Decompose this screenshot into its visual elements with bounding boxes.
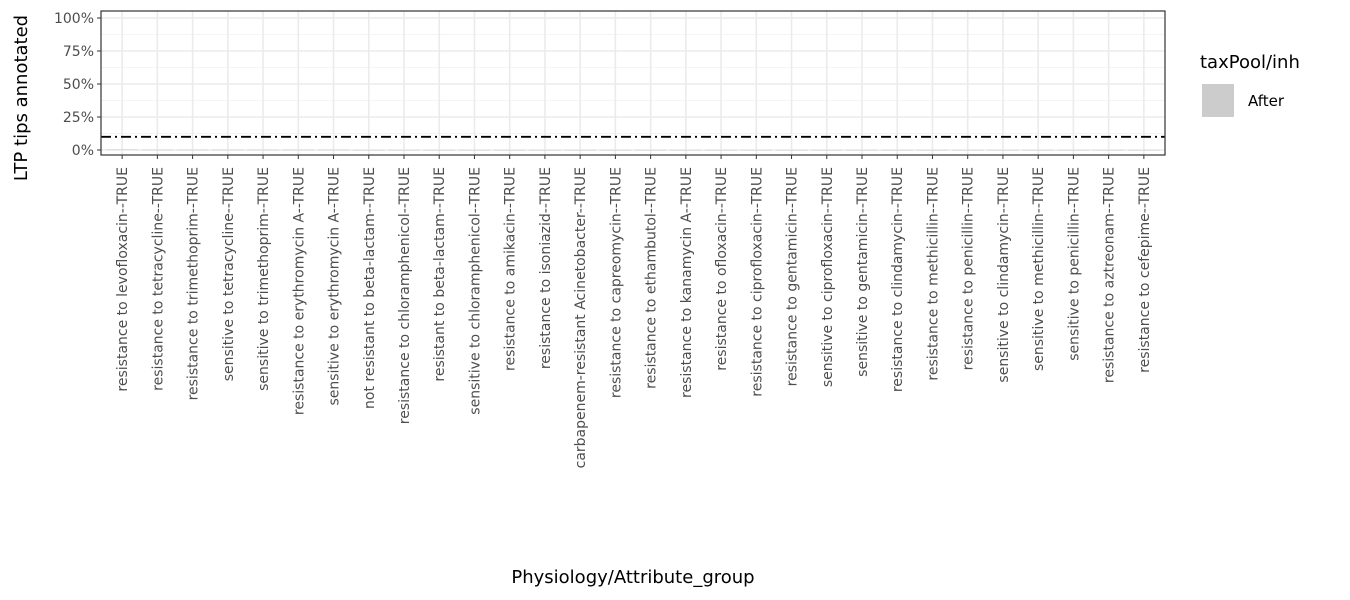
x-tick-label: resistance to capreomycin--TRUE bbox=[608, 167, 624, 398]
bar bbox=[916, 149, 949, 151]
bar bbox=[810, 149, 843, 151]
x-tick-label: resistance to chloramphenicol--TRUE bbox=[397, 167, 413, 424]
bar bbox=[951, 149, 984, 151]
x-tick-label: not resistant to beta-lactam--TRUE bbox=[362, 167, 378, 409]
legend-title: taxPool/inh bbox=[1200, 52, 1300, 73]
y-tick-label: 75% bbox=[63, 44, 94, 60]
legend: taxPool/inh After bbox=[1200, 52, 1300, 117]
bar bbox=[458, 149, 491, 151]
major-gridlines bbox=[101, 11, 1165, 155]
bar bbox=[1057, 149, 1090, 151]
bar bbox=[881, 149, 914, 151]
y-tick-label: 25% bbox=[63, 110, 94, 126]
x-tick-label: sensitive to trimethoprim--TRUE bbox=[256, 167, 272, 391]
panel-background bbox=[101, 11, 1165, 155]
y-tick-label: 50% bbox=[63, 77, 94, 93]
bar bbox=[247, 149, 279, 151]
x-tick-label: resistance to cefepime--TRUE bbox=[1137, 167, 1153, 373]
x-tick-label: resistance to isoniazid--TRUE bbox=[538, 167, 554, 369]
bar bbox=[176, 149, 209, 151]
y-axis: 0% 25% 50% 75% 100% bbox=[54, 11, 101, 159]
bar bbox=[775, 149, 808, 151]
x-tick-label: resistance to ethambutol--TRUE bbox=[644, 167, 660, 389]
x-tick-label: resistance to methicillin--TRUE bbox=[925, 167, 941, 381]
bar bbox=[493, 149, 526, 151]
x-tick-label: sensitive to ciprofloxacin--TRUE bbox=[820, 167, 836, 387]
x-tick-label: resistance to penicillin--TRUE bbox=[961, 167, 977, 370]
x-tick-label: sensitive to methicillin--TRUE bbox=[1031, 167, 1047, 371]
bar bbox=[1128, 149, 1160, 151]
x-tick-label: resistance to clindamycin--TRUE bbox=[890, 167, 906, 392]
x-tick-label: resistance to erythromycin A--TRUE bbox=[291, 167, 307, 415]
legend-label-after: After bbox=[1248, 92, 1285, 110]
bar-series-after bbox=[106, 149, 1160, 151]
x-tick-label: resistance to trimethoprim--TRUE bbox=[186, 167, 202, 400]
legend-key-after bbox=[1202, 84, 1234, 117]
x-tick-label: resistance to ciprofloxacin--TRUE bbox=[749, 167, 765, 397]
bar bbox=[106, 149, 138, 151]
bar bbox=[141, 149, 174, 151]
bar bbox=[317, 149, 350, 151]
y-tick-label: 100% bbox=[54, 11, 94, 27]
x-tick-label: resistance to kanamycin A--TRUE bbox=[679, 167, 695, 398]
bar bbox=[211, 149, 244, 151]
bar bbox=[740, 149, 773, 151]
x-axis-title: Physiology/Attribute_group bbox=[511, 567, 754, 588]
x-axis: resistance to levofloxacin--TRUE resistan… bbox=[115, 155, 1153, 468]
x-tick-label: sensitive to tetracycline--TRUE bbox=[221, 167, 237, 381]
bar bbox=[282, 149, 315, 151]
bar bbox=[352, 149, 385, 151]
bar bbox=[634, 149, 667, 151]
bar bbox=[564, 149, 597, 151]
bar bbox=[1022, 149, 1055, 151]
bar bbox=[705, 149, 737, 151]
bar bbox=[1092, 149, 1125, 151]
bar bbox=[987, 149, 1019, 151]
bar bbox=[599, 149, 632, 151]
x-tick-label: sensitive to chloramphenicol--TRUE bbox=[467, 167, 483, 415]
y-tick-label: 0% bbox=[72, 143, 94, 159]
x-tick-label: resistance to tetracycline--TRUE bbox=[150, 167, 166, 391]
x-tick-label: resistance to levofloxacin--TRUE bbox=[115, 167, 131, 392]
bar bbox=[669, 149, 702, 151]
panel-border bbox=[100, 10, 1166, 156]
x-tick-label: resistance to ofloxacin--TRUE bbox=[714, 167, 730, 371]
x-tick-label: sensitive to clindamycin--TRUE bbox=[996, 167, 1012, 383]
x-tick-label: resistance to aztreonam--TRUE bbox=[1102, 167, 1118, 383]
x-tick-label: sensitive to penicillin--TRUE bbox=[1066, 167, 1082, 361]
x-tick-label: carbapenem-resistant Acinetobacter--TRUE bbox=[573, 167, 589, 468]
y-axis-title: LTP tips annotated bbox=[11, 15, 32, 181]
x-tick-label: sensitive to erythromycin A--TRUE bbox=[327, 167, 343, 406]
bar bbox=[846, 149, 878, 151]
x-tick-label: resistance to amikacin--TRUE bbox=[503, 167, 519, 371]
bar bbox=[423, 149, 456, 151]
bar bbox=[529, 149, 561, 151]
minor-gridlines bbox=[101, 34, 1165, 134]
x-tick-label: resistant to beta-lactam--TRUE bbox=[432, 167, 448, 382]
bar bbox=[388, 149, 420, 151]
x-tick-label: sensitive to gentamicin--TRUE bbox=[855, 167, 871, 377]
x-tick-label: resistance to gentamicin--TRUE bbox=[785, 167, 801, 386]
